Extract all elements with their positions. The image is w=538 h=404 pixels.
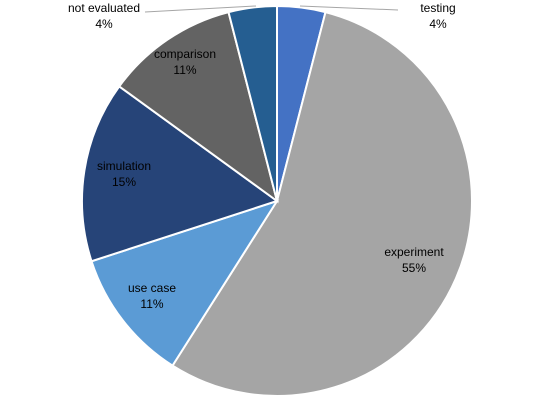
pie-slice-simulation [81,84,280,263]
slice-labels: testing 4% experiment 55% use case 11% simulat… [68,1,456,311]
slice-label-comparison: comparison 11% [154,47,216,77]
slice-label-use-case: use case 11% [128,281,176,311]
pie-slice-not-evaluated [227,4,278,202]
slice-percent-label: 15% [112,175,136,189]
slice-category-label: experiment [384,245,444,259]
leader-lines [144,5,399,13]
slice-label-not-evaluated: not evaluated 4% [68,1,140,31]
slice-label-testing: testing 4% [420,1,455,31]
slice-percent-label: 11% [173,63,196,77]
slice-label-experiment: experiment 55% [384,245,444,275]
leader-line-not-evaluated [144,5,257,13]
pie-slice-use-case [90,199,280,368]
pie-slice-comparison [117,10,279,204]
slice-percent-label: 4% [429,17,447,31]
pie-slices [81,4,473,397]
slice-category-label: not evaluated [68,1,140,15]
slice-percent-label: 11% [140,297,163,311]
slice-category-label: use case [128,281,176,295]
slice-category-label: simulation [97,159,151,173]
slice-percent-label: 4% [95,17,113,31]
slice-label-simulation: simulation 15% [97,159,151,189]
slice-category-label: testing [420,1,455,15]
slice-category-label: comparison [154,47,216,61]
leader-line-testing [299,5,399,11]
pie-slice-experiment [171,10,473,397]
slice-percent-label: 55% [402,261,426,275]
